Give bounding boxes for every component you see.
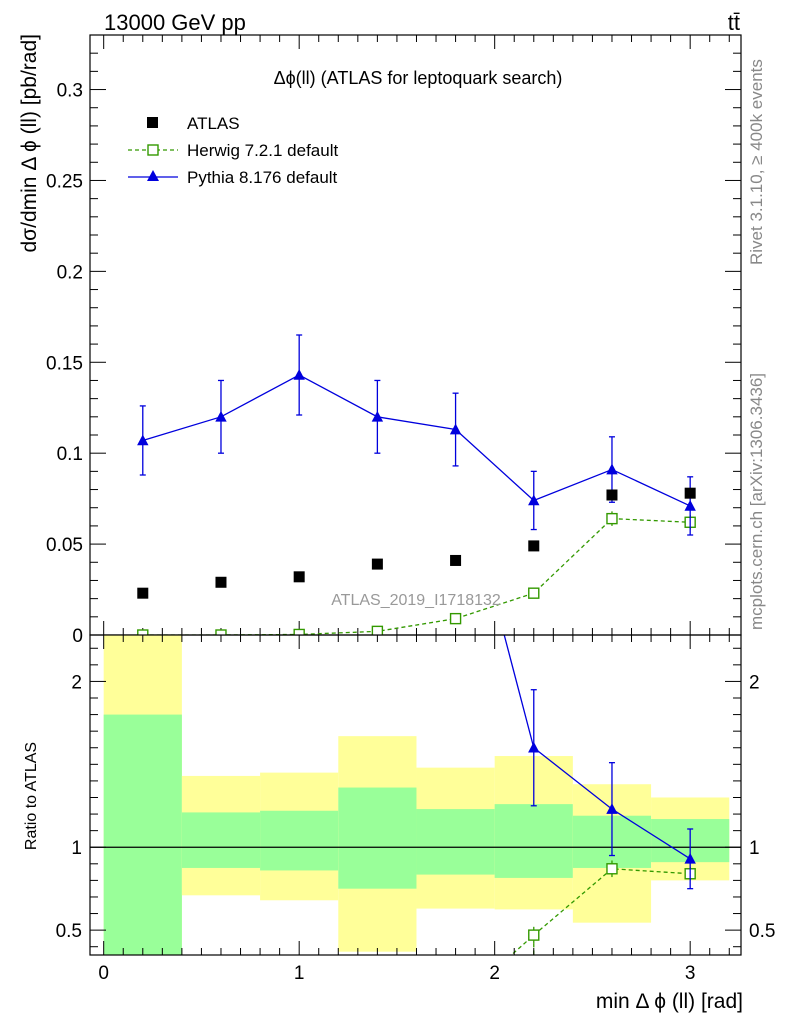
main-y-tick-label: 0.3 xyxy=(57,81,83,102)
herwig-marker xyxy=(528,587,540,599)
atlas-marker xyxy=(293,571,305,583)
atlas-marker xyxy=(528,540,540,552)
legend-herwig-label: Herwig 7.2.1 default xyxy=(187,141,338,160)
plot-title: Δϕ(ll) (ATLAS for leptoquark search) xyxy=(274,68,563,88)
herwig-marker xyxy=(606,512,618,525)
ratio-pythia-marker xyxy=(684,852,696,864)
process-label: tt̄ xyxy=(728,10,740,35)
pythia-marker xyxy=(293,369,305,380)
atlas-marker xyxy=(606,489,618,501)
herwig-marker xyxy=(371,625,384,635)
ratio-y-axis-label: Ratio to ATLAS xyxy=(23,742,40,850)
legend-pythia-marker xyxy=(147,170,159,181)
ratio-inner-band xyxy=(103,714,182,955)
herwig-marker xyxy=(449,612,462,625)
pythia-marker xyxy=(215,410,227,422)
ratio-y-tick-label-right: 0.5 xyxy=(749,921,775,942)
ratio-inner-band xyxy=(181,812,261,868)
x-axis-label: min Δ ϕ (ll) [rad] xyxy=(596,990,743,1013)
pythia-marker xyxy=(528,494,540,506)
legend-atlas-label: ATLAS xyxy=(187,114,240,133)
ratio-y-tick-label-right: 1 xyxy=(749,838,760,859)
pythia-marker xyxy=(449,423,462,435)
ratio-y-tick-label-left: 2 xyxy=(71,672,82,693)
atlas-marker xyxy=(684,487,696,499)
pythia-marker xyxy=(606,463,618,475)
herwig-marker xyxy=(137,629,149,635)
ratio-content-group xyxy=(90,635,741,955)
ratio-y-tick-label-left: 0.5 xyxy=(56,921,82,942)
main-y-tick-label: 0.1 xyxy=(57,444,83,465)
energy-label: 13000 GeV pp xyxy=(104,10,246,35)
ratio-frame xyxy=(89,634,742,956)
pythia-marker xyxy=(371,410,384,422)
watermark: ATLAS_2019_I1718132 xyxy=(331,592,501,609)
pythia-line xyxy=(142,374,691,507)
ratio-herwig-marker xyxy=(606,863,618,875)
ratio-inner-band xyxy=(494,804,573,878)
legend-herwig-marker xyxy=(147,144,159,156)
ratio-pythia-marker xyxy=(606,803,618,814)
ratio-panel: 0.5 0.5 1 1 2 2 0 1 2 3 xyxy=(56,634,775,984)
rivet-version-label: Rivet 3.1.10, ≥ 400k events xyxy=(747,59,766,265)
main-y-tick-label: 0.25 xyxy=(46,171,83,192)
main-y-tick-label: 0.05 xyxy=(46,535,83,556)
atlas-marker xyxy=(137,587,149,599)
main-y-tick-label: 0.15 xyxy=(46,353,83,374)
ratio-herwig-line xyxy=(510,868,691,955)
ratio-pythia-marker xyxy=(528,741,540,753)
ratio-pythia-line xyxy=(503,635,691,860)
ratio-inner-band xyxy=(416,809,495,875)
atlas-marker xyxy=(371,558,383,570)
main-y-axis-label: dσ/dmin Δ ϕ (ll) [pb/rad] xyxy=(18,34,41,253)
pythia-marker xyxy=(137,434,149,446)
source-label: mcplots.cern.ch [arXiv:1306.3436] xyxy=(747,373,766,630)
x-tick-label: 1 xyxy=(294,963,305,984)
x-tick-label: 3 xyxy=(685,963,696,984)
legend-pythia-label: Pythia 8.176 default xyxy=(187,168,338,187)
main-y-tick-label: 0.2 xyxy=(57,262,83,283)
ratio-inner-band xyxy=(260,810,339,871)
main-y-tick-label: 0 xyxy=(72,626,83,647)
legend: ATLAS Herwig 7.2.1 default Pythia 8.176 … xyxy=(128,114,338,187)
atlas-marker xyxy=(450,554,462,566)
herwig-marker xyxy=(215,629,227,635)
ratio-y-tick-label-right: 2 xyxy=(749,672,760,693)
atlas-marker xyxy=(215,576,227,588)
x-tick-label: 2 xyxy=(489,963,500,984)
pythia-marker xyxy=(684,499,696,511)
legend-atlas-marker xyxy=(147,117,158,128)
x-tick-label: 0 xyxy=(98,963,109,984)
ratio-inner-band xyxy=(338,787,417,889)
ratio-herwig-marker xyxy=(528,929,540,941)
ratio-y-tick-label-left: 1 xyxy=(71,838,82,859)
